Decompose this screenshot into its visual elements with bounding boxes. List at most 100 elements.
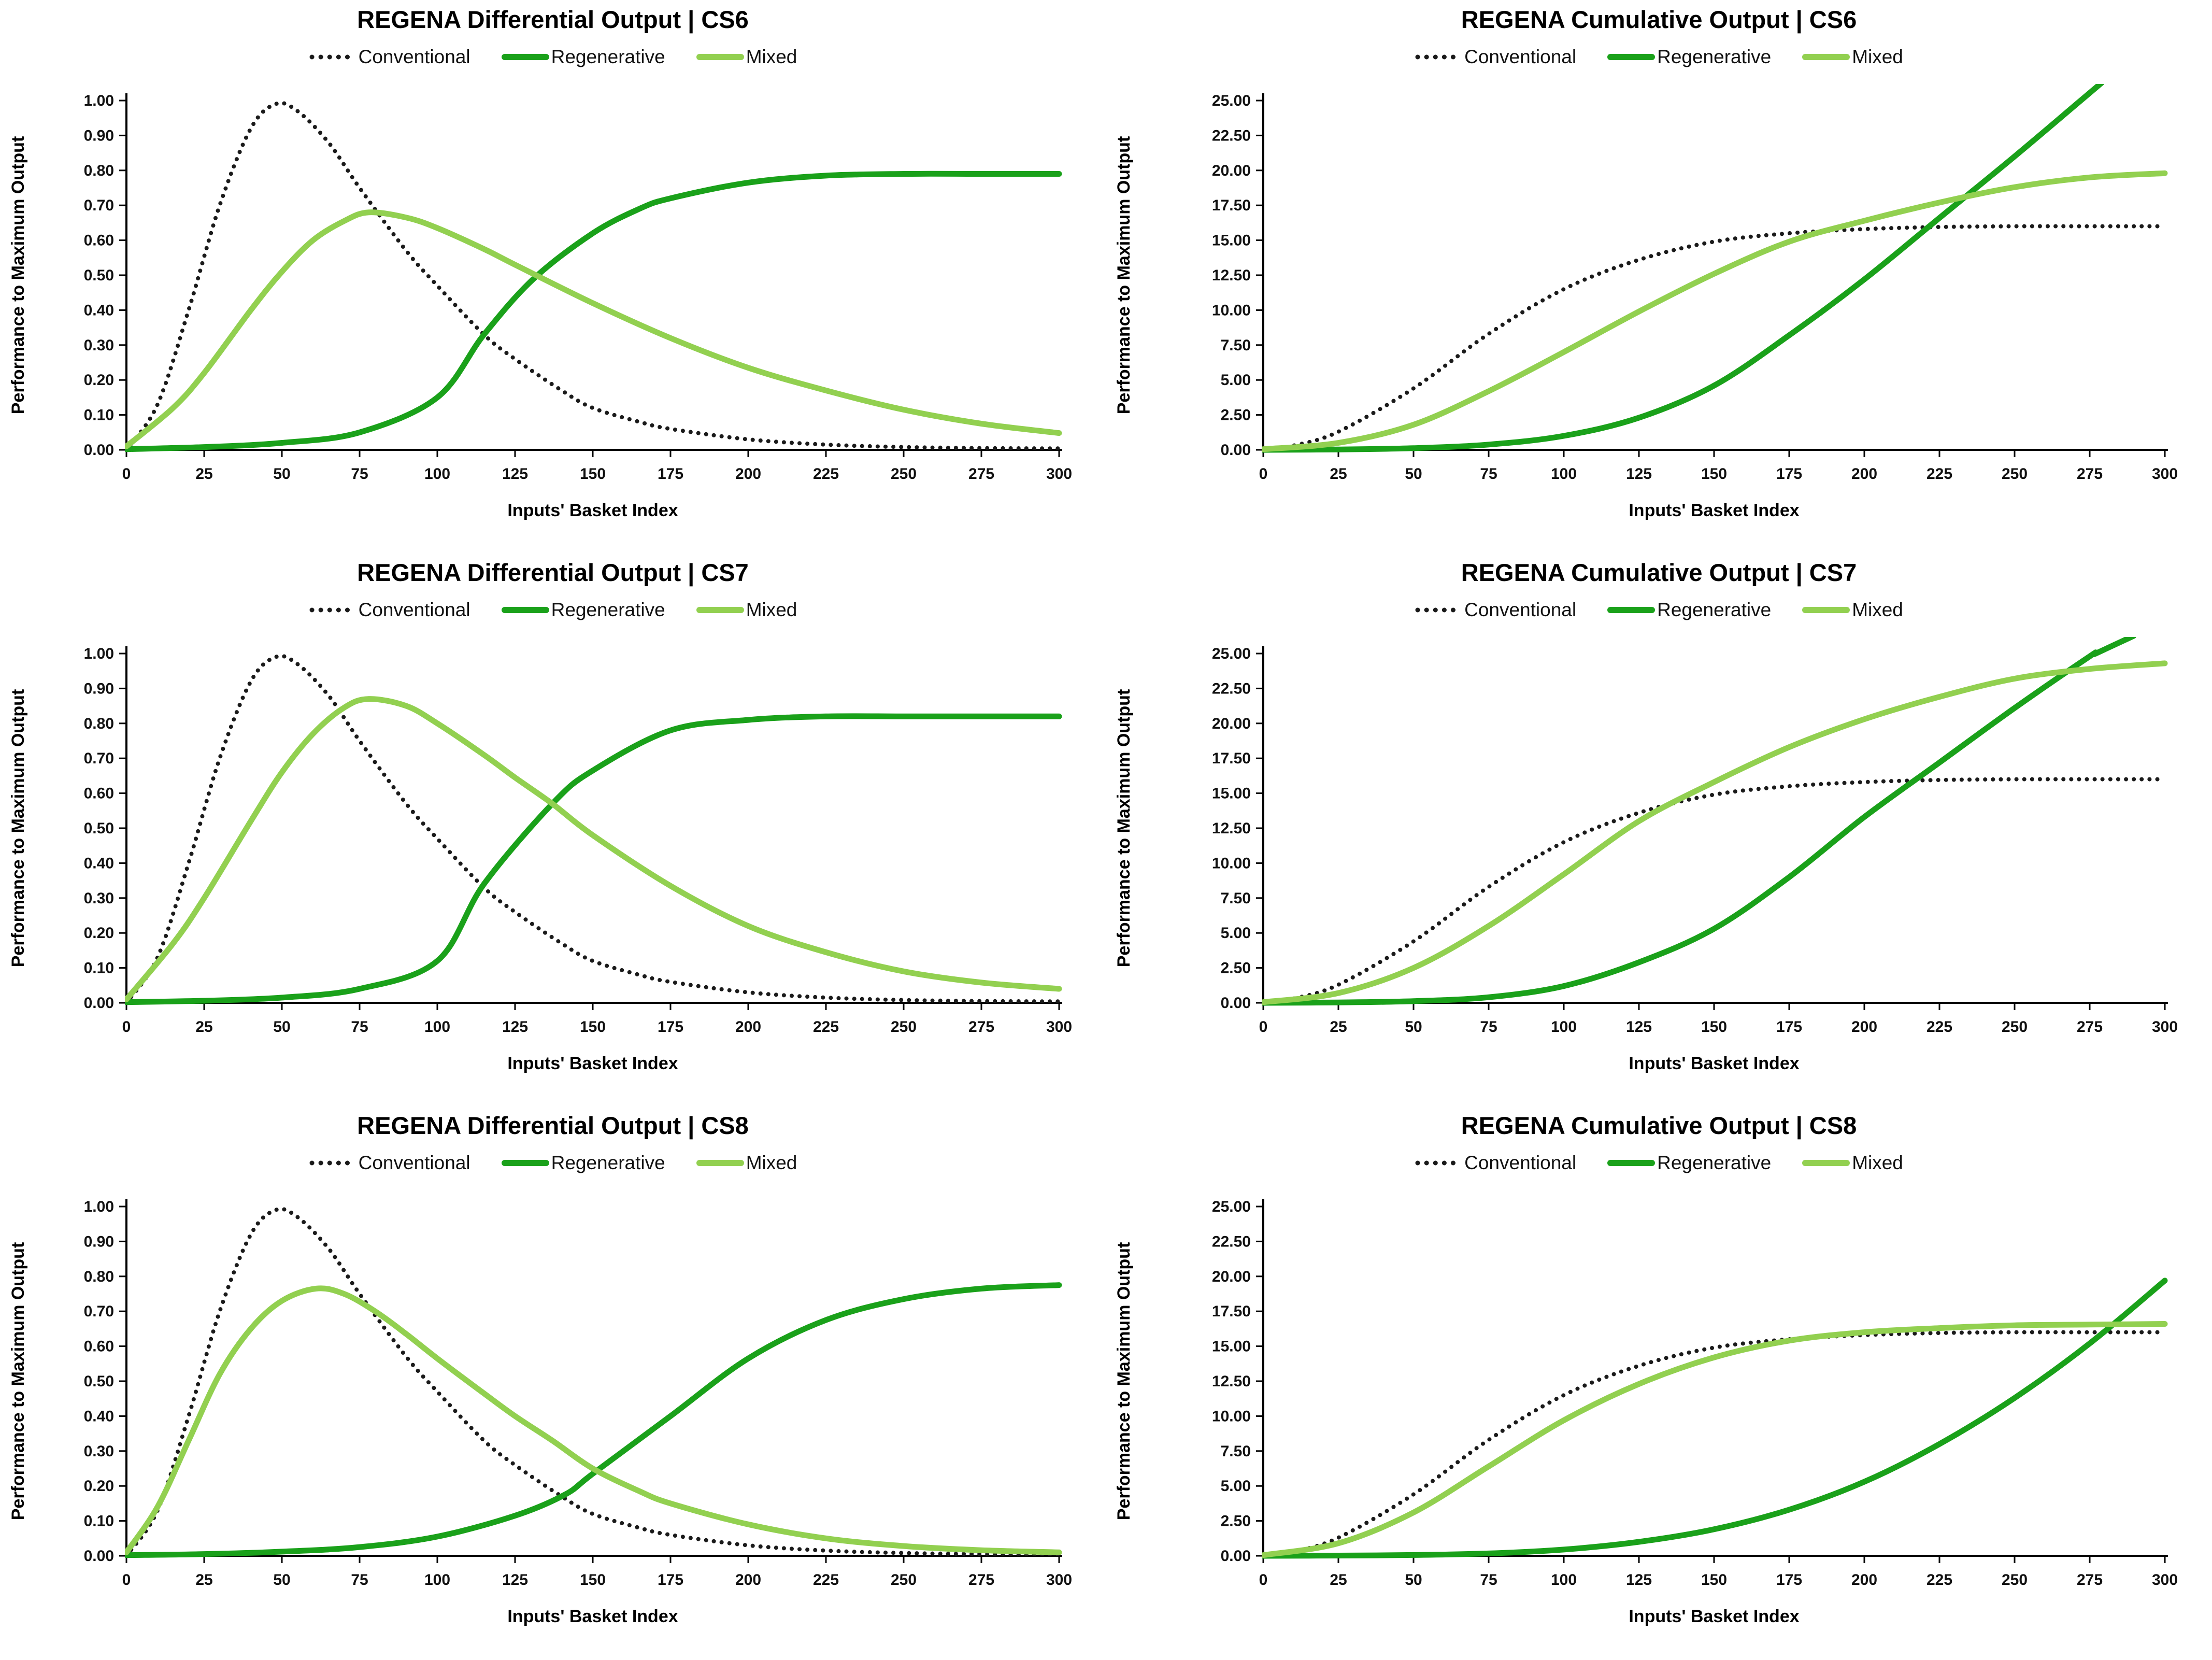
x-tick-label: 100 <box>424 465 450 483</box>
x-tick-label: 125 <box>502 1018 528 1035</box>
series-conventional-line <box>125 654 1061 1005</box>
x-tick-label: 0 <box>122 1018 131 1035</box>
x-axis-title: Inputs' Basket Index <box>1629 501 1799 520</box>
y-tick-label: 12.50 <box>1212 267 1251 284</box>
chart-title: REGENA Differential Output | CS7 <box>357 559 749 586</box>
y-tick-label: 10.00 <box>1212 855 1251 872</box>
x-tick-label: 200 <box>1851 1571 1877 1588</box>
x-tick-label: 200 <box>735 1571 761 1588</box>
x-tick-label: 300 <box>1046 1018 1072 1035</box>
x-tick-label: 275 <box>968 1018 994 1035</box>
x-tick-label: 175 <box>1776 1571 1802 1588</box>
legend-label-mixed: Mixed <box>746 46 797 67</box>
x-tick-label: 25 <box>195 465 212 483</box>
series-mixed-line <box>125 696 1062 1002</box>
x-tick-label: 150 <box>1701 1018 1727 1035</box>
y-tick-label: 22.50 <box>1212 680 1251 697</box>
x-tick-label: 275 <box>968 1571 994 1588</box>
x-tick-label: 200 <box>1851 465 1877 483</box>
x-tick-label: 25 <box>1330 1018 1347 1035</box>
legend-item-regenerative: Regenerative <box>1607 599 1771 621</box>
legend-label-mixed: Mixed <box>1852 599 1903 620</box>
x-tick-label: 50 <box>273 465 290 483</box>
x-tick-label: 225 <box>1926 1018 1952 1035</box>
chart-differential-cs8: REGENA Differential Output | CS8 Convent… <box>0 1106 1106 1659</box>
y-tick-label: 2.50 <box>1221 407 1251 424</box>
y-tick-label: 0.20 <box>84 925 114 942</box>
y-tick-label: 0.70 <box>84 197 114 214</box>
legend-item-regenerative: Regenerative <box>1607 46 1771 68</box>
y-tick-label: 25.00 <box>1212 92 1251 109</box>
x-tick-label: 50 <box>273 1018 290 1035</box>
y-tick-label: 0.00 <box>84 442 114 459</box>
legend-item-conventional: Conventional <box>309 1152 470 1174</box>
x-tick-label: 225 <box>1926 1571 1952 1588</box>
series-regenerative-line <box>125 713 1062 1005</box>
x-tick-label: 75 <box>1480 1571 1497 1588</box>
series-mixed-line <box>1262 170 2168 452</box>
series-group <box>1262 84 2168 453</box>
chart-cumulative-cs6: REGENA Cumulative Output | CS6 Conventio… <box>1106 0 2212 553</box>
x-tick-label: 25 <box>1330 465 1347 483</box>
y-tick-label: 0.40 <box>84 302 114 319</box>
legend-item-conventional: Conventional <box>1415 46 1576 68</box>
chart-legend: Conventional Regenerative Mixed <box>1106 1141 2212 1185</box>
legend-label-mixed: Mixed <box>746 1152 797 1173</box>
y-axis-title: Performance to Maximum Output <box>8 1242 28 1521</box>
x-tick-label: 100 <box>1551 1571 1577 1588</box>
x-tick-label: 0 <box>122 465 131 483</box>
legend-item-mixed: Mixed <box>1802 46 1903 68</box>
series-mixed-line <box>1262 1321 2168 1558</box>
legend-swatch-conventional-icon <box>309 1160 356 1166</box>
chart-title: REGENA Cumulative Output | CS6 <box>1461 6 1857 33</box>
legend-swatch-mixed-icon <box>696 54 744 60</box>
x-tick-label: 25 <box>195 1018 212 1035</box>
x-tick-label: 250 <box>891 1018 917 1035</box>
x-tick-label: 0 <box>1259 465 1268 483</box>
chart-legend: Conventional Regenerative Mixed <box>0 35 1106 79</box>
x-tick-label: 125 <box>1626 465 1652 483</box>
y-tick-label: 7.50 <box>1221 1443 1251 1460</box>
x-tick-label: 225 <box>813 1018 839 1035</box>
x-tick-label: 150 <box>580 1018 606 1035</box>
series-conventional-line <box>125 101 1061 452</box>
legend-label-mixed: Mixed <box>1852 1152 1903 1173</box>
x-tick-label: 275 <box>2077 1018 2103 1035</box>
y-tick-label: 22.50 <box>1212 1233 1251 1250</box>
legend-label-conventional: Conventional <box>1464 599 1577 620</box>
legend-label-mixed: Mixed <box>1852 46 1903 67</box>
legend-swatch-mixed-icon <box>696 607 744 613</box>
series-mixed-line <box>125 1285 1062 1555</box>
y-tick-label: 0.30 <box>84 337 114 354</box>
x-tick-label: 100 <box>424 1571 450 1588</box>
y-tick-label: 10.00 <box>1212 302 1251 319</box>
series-mixed-line <box>125 209 1062 449</box>
legend-item-mixed: Mixed <box>696 1152 797 1174</box>
y-tick-label: 15.00 <box>1212 232 1251 249</box>
legend-item-conventional: Conventional <box>309 46 470 68</box>
series-mixed-line <box>1262 660 2168 1005</box>
x-tick-label: 250 <box>891 1571 917 1588</box>
chart-title: REGENA Cumulative Output | CS7 <box>1461 559 1857 586</box>
x-tick-label: 125 <box>1626 1018 1652 1035</box>
x-tick-label: 175 <box>658 1018 683 1035</box>
y-tick-label: 0.50 <box>84 820 114 837</box>
series-group <box>125 101 1062 452</box>
x-tick-label: 275 <box>2077 465 2103 483</box>
x-tick-label: 175 <box>1776 465 1802 483</box>
legend-swatch-conventional-icon <box>309 607 356 613</box>
y-tick-label: 0.30 <box>84 890 114 907</box>
y-tick-label: 0.00 <box>84 1548 114 1565</box>
series-conventional-line <box>1262 777 2167 1005</box>
series-conventional-line <box>1262 224 2167 452</box>
legend-label-regenerative: Regenerative <box>551 46 665 67</box>
x-tick-label: 125 <box>1626 1571 1652 1588</box>
legend-label-conventional: Conventional <box>358 46 470 67</box>
y-tick-label: 1.00 <box>84 92 114 109</box>
x-tick-label: 100 <box>424 1018 450 1035</box>
legend-swatch-conventional-icon <box>1415 607 1462 613</box>
legend-swatch-mixed-icon <box>1802 54 1850 60</box>
x-tick-label: 275 <box>968 465 994 483</box>
legend-swatch-conventional-icon <box>309 54 356 60</box>
